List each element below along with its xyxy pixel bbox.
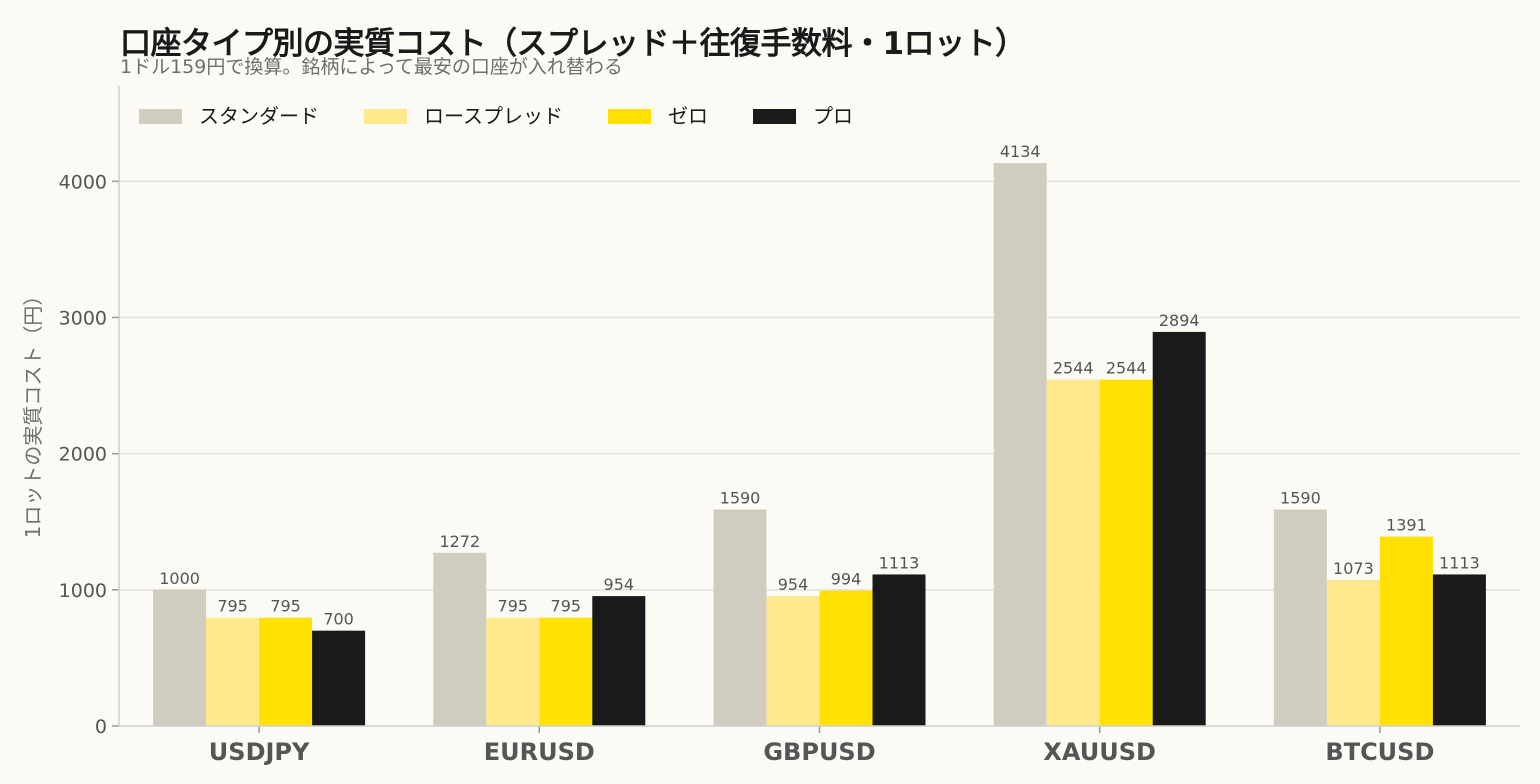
bar bbox=[766, 596, 820, 726]
bar bbox=[1152, 331, 1206, 726]
x-tick-label: XAUUSD bbox=[1043, 738, 1156, 766]
legend: スタンダード ロースプレッド ゼロ プロ bbox=[139, 104, 853, 128]
y-tick-label: 1000 bbox=[59, 580, 107, 602]
x-tick-label: GBPUSD bbox=[763, 738, 875, 766]
legend-swatch bbox=[753, 109, 796, 124]
x-tick-label: BTCUSD bbox=[1325, 738, 1434, 766]
bar-value-label: 994 bbox=[831, 570, 862, 589]
bar-value-label: 1000 bbox=[159, 569, 200, 588]
bar bbox=[259, 617, 313, 726]
bar-value-label: 1073 bbox=[1333, 559, 1374, 578]
y-tick-label: 3000 bbox=[59, 307, 107, 329]
bar-value-label: 1391 bbox=[1386, 516, 1427, 535]
legend-swatch bbox=[608, 109, 651, 124]
value-labels: 1000 795 795 700 1272 795 795 954 1590 954 994 1113… bbox=[159, 142, 1480, 629]
legend-label: プロ bbox=[813, 104, 853, 128]
bar bbox=[1379, 536, 1433, 726]
bar-value-label: 2894 bbox=[1159, 311, 1200, 330]
bar-value-label: 1272 bbox=[439, 532, 480, 551]
bar bbox=[539, 617, 593, 726]
legend-swatch bbox=[139, 109, 182, 124]
y-axis-ticks: 0 1000 2000 3000 4000 bbox=[59, 171, 119, 738]
bar-value-label: 954 bbox=[604, 575, 635, 594]
bar-value-label: 1590 bbox=[1280, 488, 1321, 507]
bar-value-label: 1113 bbox=[879, 553, 920, 572]
bar bbox=[1326, 579, 1380, 726]
bar bbox=[1432, 574, 1486, 726]
bar bbox=[312, 630, 366, 726]
bar-value-label: 4134 bbox=[1000, 142, 1041, 161]
bar bbox=[1099, 379, 1153, 726]
bar-value-label: 1113 bbox=[1439, 553, 1480, 572]
y-tick-label: 0 bbox=[95, 716, 107, 738]
x-tick-label: USDJPY bbox=[209, 738, 310, 766]
bar bbox=[592, 596, 646, 726]
legend-label: ロースプレッド bbox=[424, 104, 563, 128]
legend-swatch bbox=[364, 109, 407, 124]
bar-value-label: 700 bbox=[323, 610, 354, 629]
bar bbox=[819, 590, 873, 726]
bar bbox=[1273, 509, 1327, 726]
bar bbox=[872, 574, 926, 726]
y-axis-title: 1ロットの実質コスト（円） bbox=[21, 286, 45, 539]
chart-subtitle: 1ドル159円で換算。銘柄によって最安の口座が入れ替わる bbox=[120, 56, 623, 78]
bar-value-label: 954 bbox=[778, 575, 809, 594]
bar-value-label: 795 bbox=[498, 597, 529, 616]
bar-value-label: 795 bbox=[551, 597, 582, 616]
bar bbox=[1046, 379, 1100, 726]
y-tick-label: 2000 bbox=[59, 444, 107, 466]
bar-value-label: 2544 bbox=[1053, 359, 1094, 378]
bar bbox=[993, 163, 1047, 727]
x-axis-ticks: USDJPY EURUSD GBPUSD XAUUSD BTCUSD bbox=[209, 726, 1434, 766]
bar-value-label: 2544 bbox=[1106, 359, 1147, 378]
bar-value-label: 795 bbox=[217, 597, 248, 616]
chart-title: 口座タイプ別の実質コスト（スプレッド＋往復手数料・1ロット） bbox=[120, 26, 1026, 62]
bar bbox=[153, 589, 207, 726]
y-tick-label: 4000 bbox=[59, 171, 107, 193]
bar bbox=[713, 509, 767, 726]
bar-value-label: 1590 bbox=[720, 488, 761, 507]
x-tick-label: EURUSD bbox=[484, 738, 595, 766]
bar bbox=[433, 552, 487, 726]
legend-label: ゼロ bbox=[668, 104, 708, 128]
legend-label: スタンダード bbox=[199, 104, 319, 128]
bar bbox=[206, 617, 260, 726]
bars bbox=[153, 163, 1486, 727]
bar bbox=[486, 617, 540, 726]
bar-value-label: 795 bbox=[270, 597, 301, 616]
